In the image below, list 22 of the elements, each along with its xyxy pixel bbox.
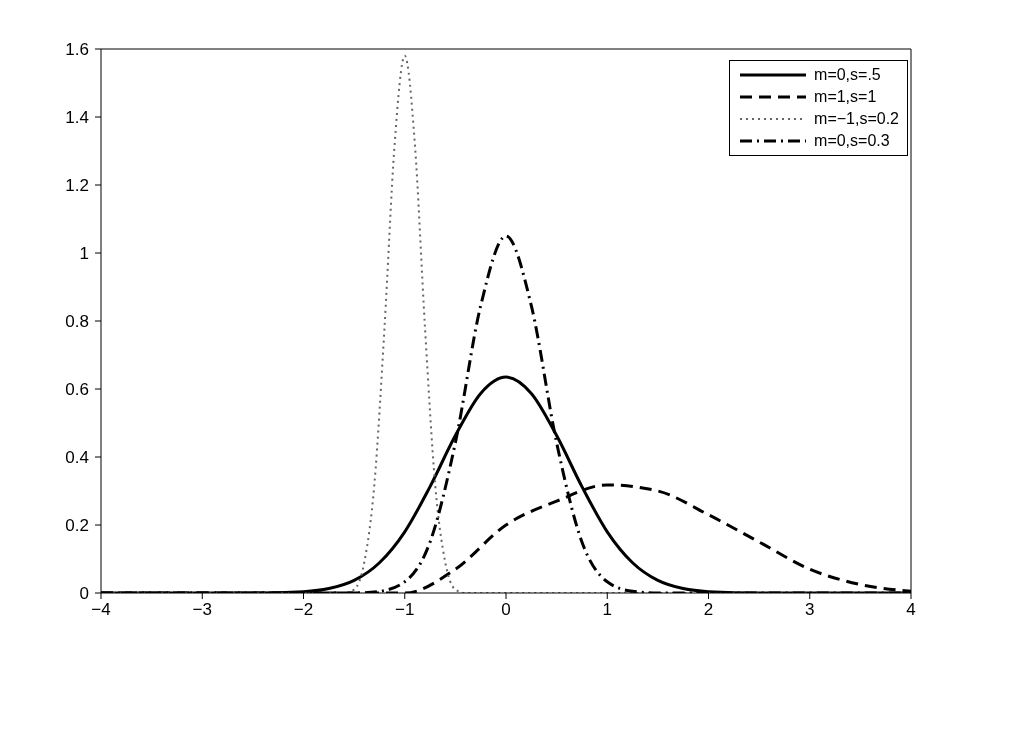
legend-label: m=−1,s=0.2	[814, 110, 899, 128]
x-tick-label: 4	[906, 600, 916, 620]
x-tick-label: 1	[602, 600, 612, 620]
y-tick-label: 0.8	[65, 312, 89, 332]
y-tick-label: 0.4	[65, 448, 89, 468]
y-tick-label: 0.2	[65, 516, 89, 536]
y-tick-label: 1.4	[65, 108, 89, 128]
y-tick-label: 1.2	[65, 176, 89, 196]
legend-label: m=1,s=1	[814, 88, 877, 106]
x-tick-label: −3	[192, 600, 212, 620]
legend-label: m=0,s=0.3	[814, 132, 890, 150]
x-tick-label: −2	[293, 600, 314, 620]
y-tick-label: 1.6	[65, 40, 89, 60]
y-tick-label: 0	[79, 584, 89, 604]
y-tick-label: 1	[79, 244, 89, 264]
legend-label: m=0,s=.5	[814, 66, 881, 84]
y-tick-label: 0.6	[65, 380, 89, 400]
x-tick-label: −1	[395, 600, 415, 620]
x-tick-label: 0	[501, 600, 511, 620]
x-tick-label: 2	[703, 600, 714, 620]
x-tick-label: −4	[91, 600, 111, 620]
x-tick-label: 3	[805, 600, 815, 620]
